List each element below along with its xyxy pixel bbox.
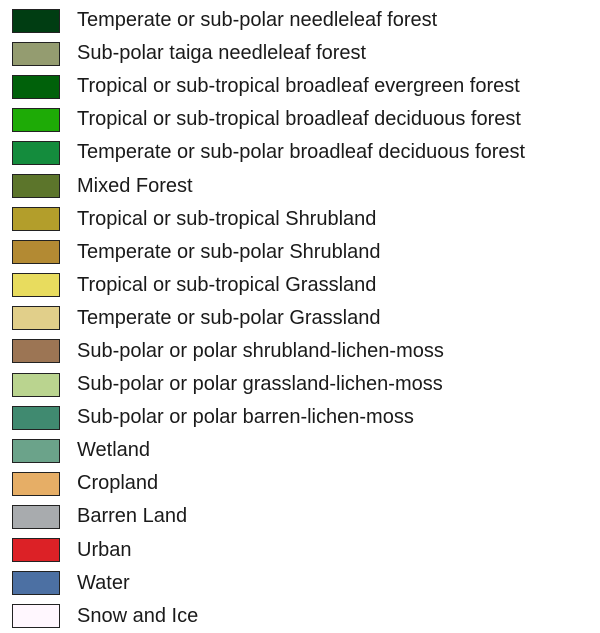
legend-label: Cropland: [77, 472, 159, 495]
legend-swatch: [12, 207, 60, 232]
legend-swatch: [12, 471, 60, 496]
legend-swatch: [12, 273, 60, 298]
legend-item: Tropical or sub-tropical broadleaf decid…: [12, 103, 592, 136]
legend-swatch: [12, 538, 60, 563]
legend-item: Snow and Ice: [12, 600, 592, 633]
legend-label: Tropical or sub-tropical broadleaf everg…: [77, 75, 520, 98]
legend-label: Tropical or sub-tropical broadleaf decid…: [77, 108, 521, 131]
legend-label: Tropical or sub-tropical Grassland: [77, 273, 377, 296]
legend-label: Temperate or sub-polar broadleaf deciduo…: [77, 141, 526, 164]
legend-label: Temperate or sub-polar Shrubland: [77, 240, 381, 263]
legend-label: Snow and Ice: [77, 604, 199, 627]
legend-label: Temperate or sub-polar Grassland: [77, 306, 381, 329]
legend-item: Sub-polar or polar barren-lichen-moss: [12, 401, 592, 434]
legend-swatch: [12, 140, 60, 165]
legend-swatch: [12, 372, 60, 397]
legend-label: Sub-polar or polar shrubland-lichen-moss: [77, 339, 444, 362]
legend-item: Temperate or sub-polar needleleaf forest: [12, 4, 592, 37]
legend-label: Urban: [77, 538, 132, 561]
legend-item: Urban: [12, 534, 592, 567]
legend-item: Mixed Forest: [12, 169, 592, 202]
legend-label: Wetland: [77, 439, 151, 462]
legend-item: Sub-polar or polar shrubland-lichen-moss: [12, 335, 592, 368]
legend-label: Sub-polar or polar grassland-lichen-moss: [77, 373, 443, 396]
legend-swatch: [12, 604, 60, 629]
legend-swatch: [12, 571, 60, 596]
legend-swatch: [12, 438, 60, 463]
legend-swatch: [12, 107, 60, 132]
legend-label: Water: [77, 571, 130, 594]
legend-swatch: [12, 306, 60, 331]
legend-item: Temperate or sub-polar broadleaf deciduo…: [12, 136, 592, 169]
legend-item: Sub-polar taiga needleleaf forest: [12, 37, 592, 70]
legend-item: Sub-polar or polar grassland-lichen-moss: [12, 368, 592, 401]
legend-swatch: [12, 174, 60, 199]
legend-label: Mixed Forest: [77, 174, 193, 197]
legend-label: Sub-polar taiga needleleaf forest: [77, 42, 367, 65]
legend-item: Temperate or sub-polar Shrubland: [12, 236, 592, 269]
legend-swatch: [12, 405, 60, 430]
legend-label: Barren Land: [77, 505, 188, 528]
legend-swatch: [12, 240, 60, 265]
legend-item: Wetland: [12, 434, 592, 467]
legend-item: Tropical or sub-tropical Grassland: [12, 269, 592, 302]
legend-label: Tropical or sub-tropical Shrubland: [77, 207, 377, 230]
legend-label: Sub-polar or polar barren-lichen-moss: [77, 406, 414, 429]
legend-item: Tropical or sub-tropical broadleaf everg…: [12, 70, 592, 103]
legend-label: Temperate or sub-polar needleleaf forest: [77, 9, 438, 32]
legend-swatch: [12, 504, 60, 529]
legend-item: Cropland: [12, 467, 592, 500]
legend-item: Water: [12, 567, 592, 600]
land-cover-legend: Temperate or sub-polar needleleaf forest…: [12, 4, 592, 633]
legend-swatch: [12, 41, 60, 66]
legend-item: Temperate or sub-polar Grassland: [12, 302, 592, 335]
legend-swatch: [12, 74, 60, 99]
legend-swatch: [12, 8, 60, 33]
legend-swatch: [12, 339, 60, 364]
legend-item: Tropical or sub-tropical Shrubland: [12, 203, 592, 236]
legend-item: Barren Land: [12, 500, 592, 533]
